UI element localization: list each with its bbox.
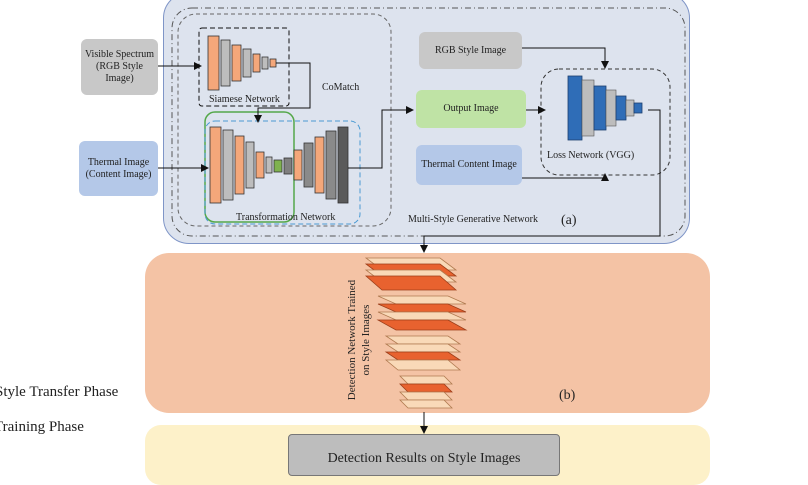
panel-b-tag: (b) — [559, 388, 576, 403]
loss-network-layers — [567, 75, 643, 141]
transformation-encoder-decoder — [209, 126, 349, 204]
detection-network-stack — [364, 257, 468, 409]
detection-network-label: Detection Network Trained on Style Image… — [345, 265, 375, 415]
panel-a-tag: (a) — [561, 213, 577, 228]
detection-label-line1: Detection Network Trained — [346, 279, 358, 401]
style-transfer-phase-label: Style Transfer Phase — [0, 384, 119, 400]
rgb-style-image-box: RGB Style Image — [419, 32, 522, 69]
loss-network-outline — [540, 68, 671, 176]
diagram-graphics — [158, 7, 686, 434]
networks-group-outline — [177, 13, 392, 227]
siamese-encoder — [207, 35, 277, 91]
output-image-box: Output Image — [416, 90, 526, 128]
generative-network-outline — [171, 7, 686, 237]
thermal-image-box: Thermal Image (Content Image) — [79, 141, 158, 196]
generative-network-label: Multi-Style Generative Network — [408, 214, 538, 225]
loss-network-label: Loss Network (VGG) — [547, 150, 635, 161]
thermal-content-image-box: Thermal Content Image — [416, 145, 522, 185]
visible-spectrum-box: Visible Spectrum (RGB Style Image) — [81, 39, 158, 95]
transformation-outline — [204, 120, 361, 225]
siamese-network-label: Siamese Network — [209, 94, 280, 105]
detection-results-text: Detection Results on Style Images — [327, 451, 521, 466]
comatch-label: CoMatch — [322, 82, 360, 93]
detection-results-box: Detection Results on Style Images — [288, 434, 560, 476]
training-phase-label: Training Phase — [0, 419, 84, 435]
transformation-network-label: Transformation Network — [236, 212, 336, 223]
detection-label-line2: on Style Images — [360, 304, 372, 376]
